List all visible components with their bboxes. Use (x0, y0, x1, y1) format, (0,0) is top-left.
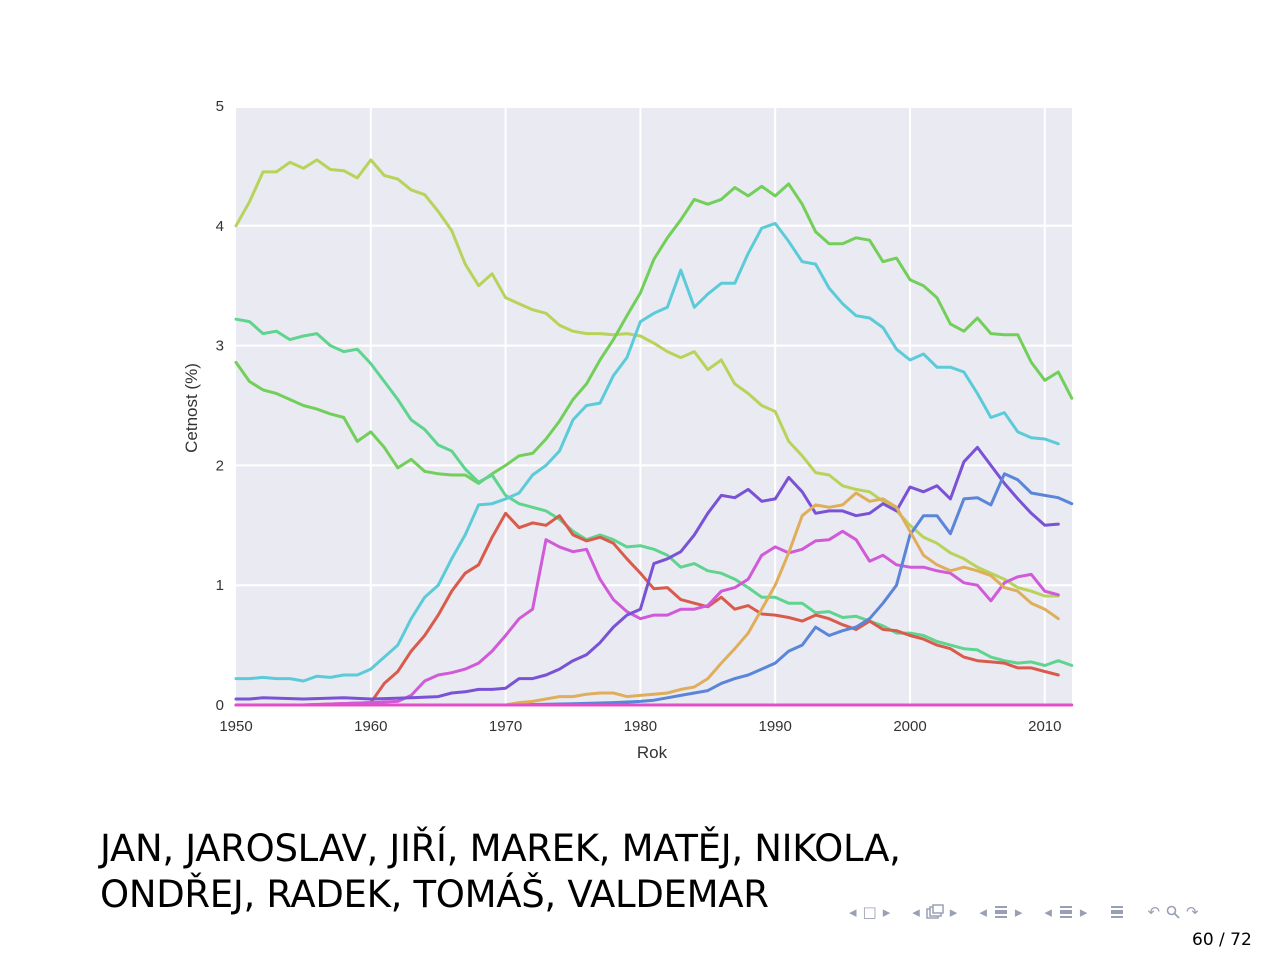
redo-icon[interactable]: ↷ (1186, 903, 1199, 921)
series-line-1 (234, 158, 1060, 598)
series-line-3 (234, 317, 1074, 667)
x-tick-label: 1970 (489, 718, 522, 735)
series-line-5 (234, 511, 1060, 707)
plot-area (236, 108, 1072, 706)
y-tick-label: 2 (216, 457, 224, 474)
x-tick-label: 1960 (354, 718, 387, 735)
y-axis-label: Cetnost (%) (182, 363, 201, 453)
slides-icon[interactable] (923, 904, 947, 920)
series-line-8 (234, 472, 1074, 707)
page-counter: 60 / 72 (1192, 930, 1252, 950)
doc-right-icon[interactable]: ▸ (1079, 903, 1088, 921)
x-tick-label: 1980 (624, 718, 657, 735)
series-group (234, 158, 1074, 707)
y-tick-label: 5 (216, 98, 224, 115)
section-icon[interactable] (990, 905, 1012, 919)
caption-line-1: JAN, JAROSLAV, JIŘÍ, MAREK, MATĚJ, NIKOL… (100, 827, 901, 870)
frame-right-icon[interactable]: ▸ (882, 903, 891, 921)
series-line-7 (234, 445, 1060, 701)
frame-left-icon[interactable]: ◂ (849, 903, 857, 921)
series-line-6 (234, 529, 1060, 707)
y-tick-label: 1 (216, 577, 224, 594)
names-caption: JAN, JAROSLAV, JIŘÍ, MAREK, MATĚJ, NIKOL… (100, 826, 901, 918)
section-right-icon[interactable]: ▸ (1014, 903, 1023, 921)
y-tick-label: 3 (216, 338, 224, 355)
doc-icon[interactable] (1055, 905, 1077, 919)
undo-icon[interactable]: ↶ (1147, 903, 1161, 921)
subsection-left-icon[interactable]: ◂ (912, 903, 920, 921)
series-line-9 (234, 491, 1060, 707)
square-icon[interactable]: □ (862, 903, 877, 921)
doc-left-icon[interactable]: ◂ (1044, 903, 1052, 921)
x-tick-label: 1950 (219, 718, 252, 735)
series-line-2 (234, 182, 1074, 485)
search-icon[interactable] (1163, 905, 1183, 919)
x-tick-label: 2000 (893, 718, 926, 735)
series-line-4 (234, 221, 1060, 683)
y-tick-labels: 0 1 2 3 4 5 (216, 98, 224, 714)
grid (236, 105, 1072, 706)
caption-line-2: ONDŘEJ, RADEK, TOMÁŠ, VALDEMAR (100, 873, 769, 916)
x-tick-label: 2010 (1028, 718, 1061, 735)
x-tick-labels: 1950 1960 1970 1980 1990 2000 2010 (219, 718, 1061, 735)
section-left-icon[interactable]: ◂ (979, 903, 987, 921)
y-tick-label: 0 (216, 697, 224, 714)
x-tick-label: 1990 (759, 718, 792, 735)
beamer-navigation: ◂ □ ▸ ◂ ▸ ◂ ▸ ◂ ▸ ↶ ↷ (846, 900, 1218, 924)
align-icon[interactable] (1106, 905, 1128, 919)
subsection-right-icon[interactable]: ▸ (949, 903, 958, 921)
x-axis-label: Rok (637, 743, 668, 762)
y-tick-label: 4 (216, 218, 224, 235)
